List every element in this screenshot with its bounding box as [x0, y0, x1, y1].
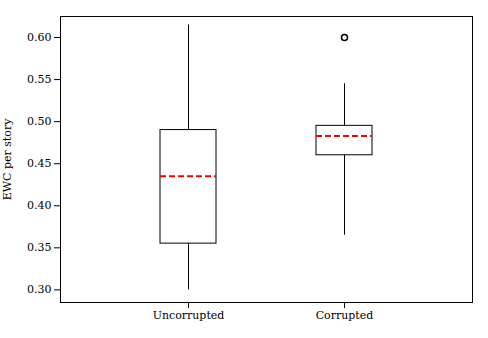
svg-text:Corrupted: Corrupted: [316, 309, 374, 322]
svg-text:0.50: 0.50: [27, 115, 52, 128]
svg-text:0.45: 0.45: [27, 157, 52, 170]
svg-text:0.30: 0.30: [27, 283, 52, 296]
svg-text:0.35: 0.35: [27, 241, 52, 254]
svg-text:Uncorrupted: Uncorrupted: [153, 309, 225, 322]
svg-text:EWC per story: EWC per story: [1, 118, 14, 201]
svg-text:0.60: 0.60: [27, 31, 52, 44]
svg-text:0.40: 0.40: [27, 199, 52, 212]
svg-text:0.55: 0.55: [27, 73, 52, 86]
